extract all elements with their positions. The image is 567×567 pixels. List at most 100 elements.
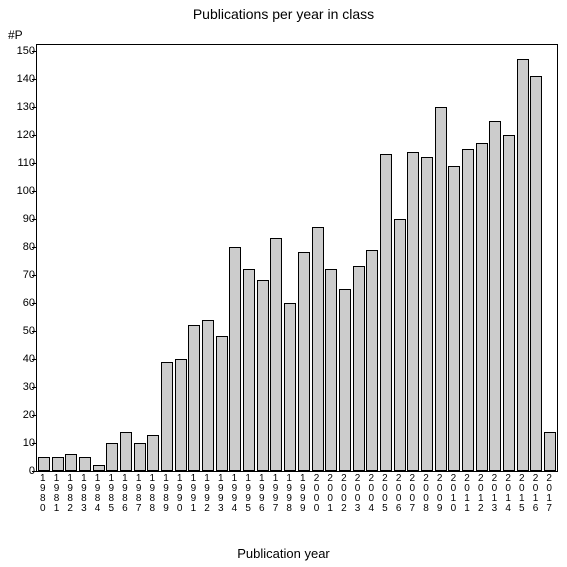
x-tick-label: 1 9 9 9 bbox=[298, 474, 308, 514]
y-tick-label: 120 bbox=[7, 129, 35, 141]
bar bbox=[394, 219, 406, 471]
plot-area bbox=[36, 44, 558, 472]
bar bbox=[544, 432, 556, 471]
x-tick-label: 2 0 1 3 bbox=[489, 474, 499, 514]
y-tick-label: 10 bbox=[7, 437, 35, 449]
x-tick-label: 1 9 8 5 bbox=[106, 474, 116, 514]
x-tick-label: 2 0 0 8 bbox=[421, 474, 431, 514]
x-tick-label: 2 0 1 2 bbox=[476, 474, 486, 514]
bar bbox=[462, 149, 474, 471]
x-tick-label: 2 0 0 4 bbox=[366, 474, 376, 514]
bar bbox=[147, 435, 159, 471]
y-tick-label: 30 bbox=[7, 381, 35, 393]
x-tick-label: 1 9 9 1 bbox=[188, 474, 198, 514]
x-tick-label: 1 9 8 4 bbox=[93, 474, 103, 514]
y-tick-mark bbox=[32, 219, 36, 220]
y-tick-label: 90 bbox=[7, 213, 35, 225]
y-axis-label: #P bbox=[8, 28, 23, 42]
bar bbox=[435, 107, 447, 471]
x-tick-label: 1 9 8 3 bbox=[79, 474, 89, 514]
y-tick-label: 110 bbox=[7, 157, 35, 169]
y-tick-mark bbox=[32, 51, 36, 52]
x-tick-label: 1 9 9 8 bbox=[284, 474, 294, 514]
y-tick-mark bbox=[32, 79, 36, 80]
x-tick-label: 2 0 0 7 bbox=[407, 474, 417, 514]
bar bbox=[106, 443, 118, 471]
bar bbox=[476, 143, 488, 471]
bar bbox=[257, 280, 269, 471]
y-tick-mark bbox=[32, 275, 36, 276]
x-tick-label: 1 9 9 6 bbox=[257, 474, 267, 514]
x-tick-label: 1 9 8 6 bbox=[120, 474, 130, 514]
y-tick-label: 0 bbox=[7, 465, 35, 477]
bars-group bbox=[37, 45, 557, 471]
bar bbox=[38, 457, 50, 471]
y-tick-mark bbox=[32, 191, 36, 192]
y-tick-label: 80 bbox=[7, 241, 35, 253]
x-ticks: 1 9 8 01 9 8 11 9 8 21 9 8 31 9 8 41 9 8… bbox=[36, 474, 558, 534]
y-tick-mark bbox=[32, 107, 36, 108]
y-tick-mark bbox=[32, 387, 36, 388]
x-tick-label: 2 0 0 6 bbox=[394, 474, 404, 514]
y-tick-label: 50 bbox=[7, 325, 35, 337]
y-tick-label: 60 bbox=[7, 297, 35, 309]
y-tick-mark bbox=[32, 331, 36, 332]
bar bbox=[65, 454, 77, 471]
y-tick-label: 130 bbox=[7, 101, 35, 113]
x-axis-label: Publication year bbox=[0, 546, 567, 561]
x-tick-label: 1 9 9 3 bbox=[216, 474, 226, 514]
bar bbox=[339, 289, 351, 471]
bar bbox=[175, 359, 187, 471]
bar bbox=[325, 269, 337, 471]
x-tick-label: 1 9 8 7 bbox=[134, 474, 144, 514]
x-tick-label: 1 9 8 1 bbox=[52, 474, 62, 514]
bar bbox=[421, 157, 433, 471]
bar bbox=[52, 457, 64, 471]
x-tick-label: 1 9 8 9 bbox=[161, 474, 171, 514]
x-tick-label: 1 9 8 0 bbox=[38, 474, 48, 514]
x-tick-label: 2 0 1 0 bbox=[448, 474, 458, 514]
bar bbox=[79, 457, 91, 471]
x-tick-label: 2 0 1 5 bbox=[517, 474, 527, 514]
bar bbox=[284, 303, 296, 471]
y-tick-label: 20 bbox=[7, 409, 35, 421]
x-tick-label: 2 0 0 5 bbox=[380, 474, 390, 514]
y-tick-mark bbox=[32, 163, 36, 164]
bar bbox=[448, 166, 460, 471]
bar bbox=[366, 250, 378, 471]
x-tick-label: 2 0 0 2 bbox=[339, 474, 349, 514]
x-tick-label: 2 0 1 4 bbox=[503, 474, 513, 514]
chart-container: Publications per year in class #P 0 10 20 3… bbox=[0, 0, 567, 567]
bar bbox=[530, 76, 542, 471]
bar bbox=[517, 59, 529, 471]
y-tick-label: 70 bbox=[7, 269, 35, 281]
bar bbox=[229, 247, 241, 471]
y-tick-mark bbox=[32, 247, 36, 248]
bar bbox=[120, 432, 132, 471]
bar bbox=[188, 325, 200, 471]
bar bbox=[216, 336, 228, 471]
chart-title: Publications per year in class bbox=[0, 6, 567, 22]
y-tick-mark bbox=[32, 443, 36, 444]
x-tick-label: 2 0 0 9 bbox=[435, 474, 445, 514]
bar bbox=[353, 266, 365, 471]
bar bbox=[298, 252, 310, 471]
x-tick-label: 2 0 1 6 bbox=[530, 474, 540, 514]
bar bbox=[380, 154, 392, 471]
x-tick-label: 2 0 0 1 bbox=[325, 474, 335, 514]
x-tick-label: 1 9 8 8 bbox=[147, 474, 157, 514]
bar bbox=[202, 320, 214, 471]
x-tick-label: 1 9 9 7 bbox=[270, 474, 280, 514]
x-tick-label: 1 9 8 2 bbox=[65, 474, 75, 514]
bar bbox=[270, 238, 282, 471]
y-tick-label: 150 bbox=[7, 45, 35, 57]
bar bbox=[312, 227, 324, 471]
bar bbox=[93, 465, 105, 471]
y-tick-mark bbox=[32, 303, 36, 304]
y-tick-mark bbox=[32, 359, 36, 360]
bar bbox=[243, 269, 255, 471]
x-tick-label: 1 9 9 4 bbox=[229, 474, 239, 514]
y-tick-label: 140 bbox=[7, 73, 35, 85]
x-tick-label: 2 0 1 1 bbox=[462, 474, 472, 514]
bar bbox=[489, 121, 501, 471]
